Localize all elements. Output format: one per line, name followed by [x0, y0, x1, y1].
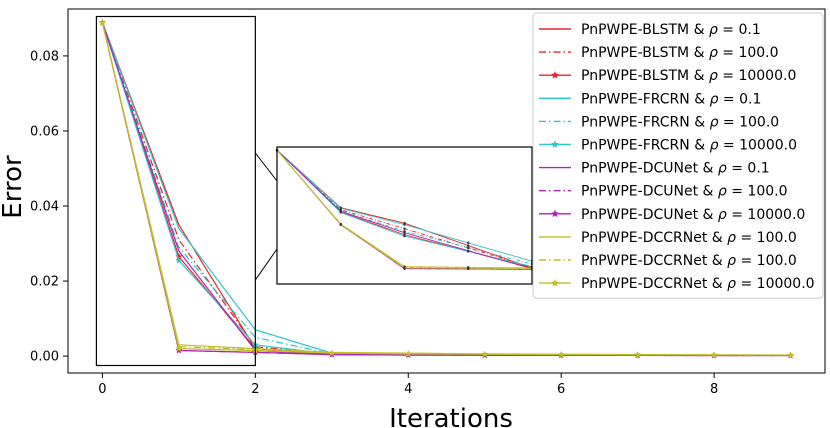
legend-item: PnPWPE-FRCRN & ρ = 0.1 [539, 91, 761, 107]
legend-label: PnPWPE-DCUNet & ρ = 100.0 [581, 184, 788, 200]
legend-item: PnPWPE-DCUNet & ρ = 0.1 [539, 161, 770, 177]
x-tick-label: 2 [251, 382, 259, 397]
x-axis: 0 2 4 6 8 [98, 373, 718, 397]
zoom-connector-bottom [254, 248, 278, 281]
legend-label: PnPWPE-BLSTM & ρ = 100.0 [581, 45, 779, 61]
legend-item: PnPWPE-DCCRNet & ρ = 100.0 [539, 253, 797, 269]
main-series-group [98, 18, 795, 359]
legend-item: PnPWPE-FRCRN & ρ = 100.0 [539, 114, 779, 130]
series-12-marker [710, 351, 718, 359]
legend-item: PnPWPE-DCCRNet & ρ = 10000.0 [539, 276, 815, 292]
legend-item: PnPWPE-DCCRNet & ρ = 100.0 [539, 230, 797, 246]
series-12-marker [786, 351, 795, 359]
y-tick-label: 0.02 [30, 275, 59, 290]
inset-point [339, 210, 342, 213]
legend-item: PnPWPE-BLSTM & ρ = 100.0 [539, 45, 779, 61]
legend-label: PnPWPE-FRCRN & ρ = 10000.0 [581, 138, 797, 154]
series-12-marker [481, 350, 489, 358]
x-axis-title: Iterations [389, 404, 513, 428]
legend-star-marker [550, 70, 560, 79]
plot-frame [67, 8, 826, 374]
y-tick-label: 0.08 [30, 49, 59, 64]
legend-label: PnPWPE-DCCRNet & ρ = 100.0 [581, 230, 797, 246]
x-tick-label: 4 [404, 382, 412, 397]
inset-point [339, 223, 342, 226]
inset-point [467, 246, 470, 249]
legend-label: PnPWPE-FRCRN & ρ = 100.0 [581, 114, 779, 130]
y-tick-label: 0.04 [30, 200, 59, 215]
legend-label: PnPWPE-DCCRNet & ρ = 100.0 [581, 253, 797, 269]
inset-point [467, 244, 470, 247]
legend-star-marker [550, 140, 560, 148]
series-12-marker [328, 349, 336, 357]
series-12-marker [404, 350, 412, 357]
y-axis: 0.00 0.02 0.04 0.06 0.08 [30, 49, 68, 365]
legend-label: PnPWPE-DCCRNet & ρ = 10000.0 [581, 276, 815, 292]
inset-point [467, 267, 470, 270]
inset-point [403, 266, 406, 270]
legend-item: PnPWPE-BLSTM & ρ = 10000.0 [539, 68, 796, 84]
series-12-marker [633, 350, 642, 358]
y-tick-label: 0.00 [30, 350, 59, 365]
legend-box [532, 12, 824, 299]
legend-item: PnPWPE-FRCRN & ρ = 10000.0 [539, 138, 797, 154]
legend-star-marker [550, 278, 560, 287]
series-12-marker [98, 18, 107, 26]
zoom-region-box [95, 15, 256, 367]
series-6-marker [175, 256, 183, 264]
legend-label: PnPWPE-BLSTM & ρ = 0.1 [581, 22, 761, 38]
series-line-5 [101, 22, 791, 356]
legend-item: PnPWPE-BLSTM & ρ = 0.1 [539, 22, 761, 38]
inset-point [403, 231, 406, 234]
inset-point [467, 241, 470, 245]
legend-item: PnPWPE-DCUNet & ρ = 10000.0 [539, 207, 805, 223]
x-tick-label: 8 [710, 382, 718, 397]
y-axis-title: Error [0, 155, 28, 219]
x-tick-label: 0 [98, 382, 106, 397]
inset-point [403, 234, 406, 238]
x-tick-label: 6 [557, 382, 565, 397]
legend-label: PnPWPE-DCUNet & ρ = 10000.0 [581, 207, 805, 223]
legend-label: PnPWPE-DCUNet & ρ = 0.1 [581, 161, 770, 177]
y-tick-label: 0.06 [30, 124, 59, 139]
legend: PnPWPE-BLSTM & ρ = 0.1 PnPWPE-BLSTM & ρ =… [532, 12, 824, 299]
inset-background [277, 147, 532, 284]
series-12-marker [175, 344, 183, 352]
legend-label: PnPWPE-BLSTM & ρ = 10000.0 [581, 68, 796, 84]
zoom-connector-top [254, 152, 278, 182]
series-line-12 [101, 22, 791, 356]
legend-star-marker [550, 209, 560, 218]
legend-item: PnPWPE-DCUNet & ρ = 100.0 [539, 184, 788, 200]
legend-label: PnPWPE-FRCRN & ρ = 0.1 [581, 91, 761, 107]
inset-point [403, 227, 406, 230]
series-12-marker [557, 350, 565, 358]
inset-point [467, 249, 470, 252]
inset-point [339, 206, 342, 210]
inset-frame [276, 146, 533, 285]
inset-point [403, 223, 406, 226]
